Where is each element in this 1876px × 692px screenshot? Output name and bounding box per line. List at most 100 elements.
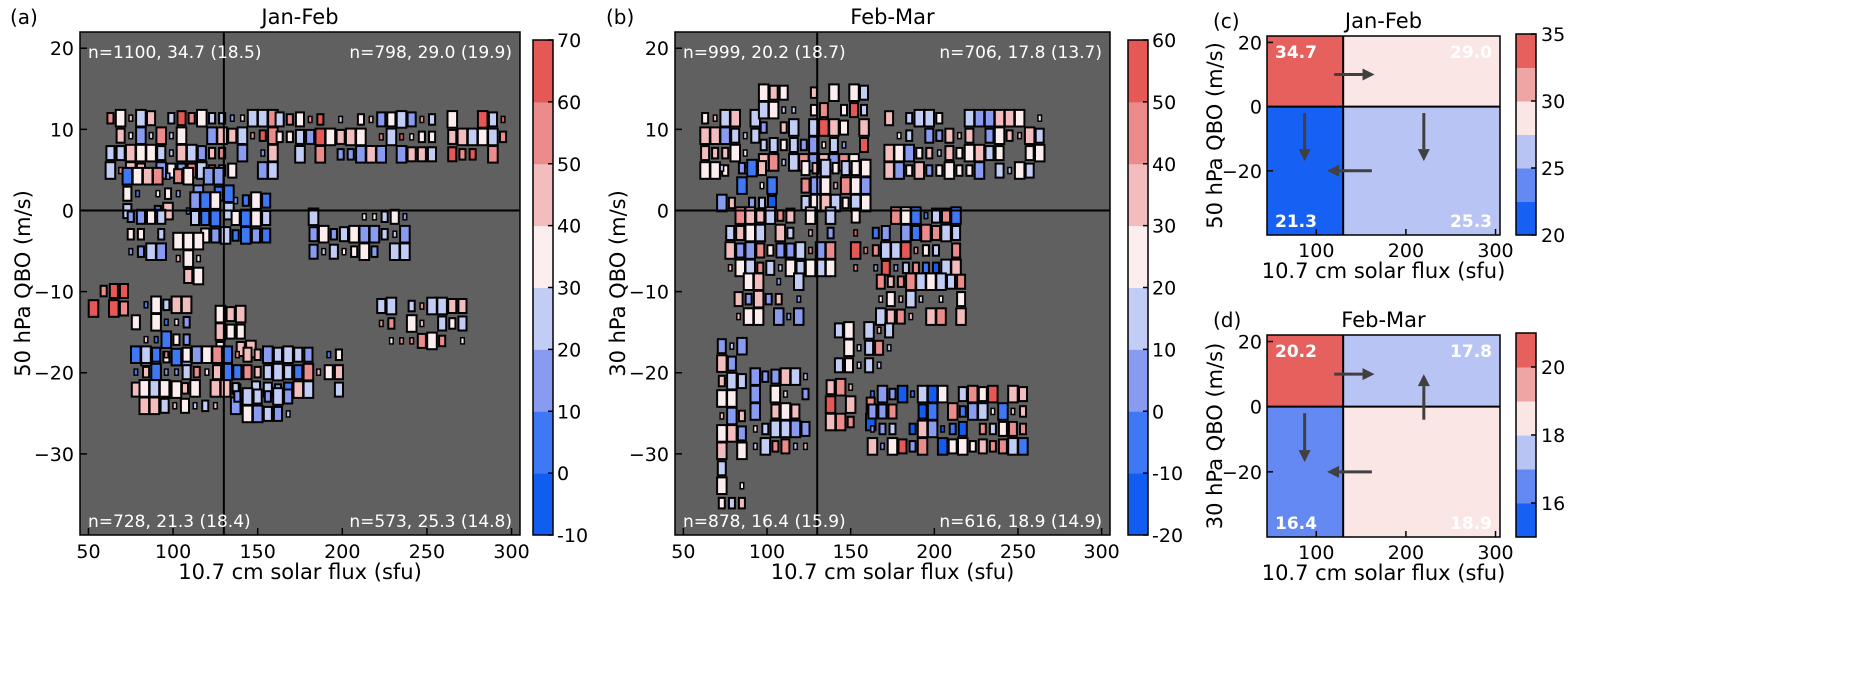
data-box [936, 149, 942, 157]
data-box [869, 390, 875, 398]
data-box [1007, 384, 1019, 404]
x-axis-label: 10.7 cm solar flux (sfu) [178, 560, 422, 584]
data-box [302, 362, 315, 382]
data-box [849, 176, 862, 195]
y-tick-label: 20 [645, 38, 669, 60]
colorbar-tick-label: -10 [1152, 463, 1183, 485]
colorbar-tick-label: 10 [1152, 339, 1176, 361]
data-box [399, 133, 405, 141]
data-box [196, 108, 208, 128]
data-box [419, 319, 425, 328]
data-box [794, 241, 807, 260]
data-box [893, 264, 899, 272]
data-box [948, 422, 957, 436]
data-box [895, 308, 906, 325]
annotation-bottom-left: n=878, 16.4 (15.9) [683, 512, 846, 532]
data-box [1024, 162, 1035, 179]
data-box [879, 442, 885, 451]
data-box [487, 127, 499, 147]
data-box [765, 259, 776, 276]
data-box [192, 401, 198, 410]
data-box [926, 402, 939, 421]
data-box [164, 187, 173, 200]
data-box [719, 412, 725, 420]
data-box [419, 115, 425, 124]
data-box [163, 368, 169, 376]
data-box [150, 313, 162, 332]
colorbar-tick-label: 60 [1152, 30, 1176, 52]
colorbar-tick-label: 30 [557, 278, 581, 300]
data-box [940, 223, 952, 243]
data-box [744, 241, 756, 260]
data-box [1023, 126, 1036, 146]
data-box [190, 210, 201, 226]
data-box [915, 272, 927, 291]
data-box [399, 337, 405, 345]
data-box [834, 412, 847, 432]
colorbar-segment [1128, 349, 1148, 412]
y-tick-label: 20 [50, 38, 74, 60]
data-box [880, 259, 891, 276]
data-box [864, 339, 875, 356]
data-box [749, 367, 761, 386]
data-box [182, 249, 195, 268]
colorbar-segment [1516, 34, 1536, 68]
data-box [378, 319, 384, 328]
colorbar-tick-label: 40 [557, 216, 581, 238]
data-box [973, 143, 986, 163]
data-box [742, 307, 755, 326]
data-boxes [699, 83, 1046, 510]
data-box [916, 384, 929, 404]
quadrant-value: 21.3 [1275, 212, 1317, 232]
data-box [828, 137, 839, 153]
data-box [458, 148, 467, 161]
data-box [841, 141, 847, 149]
data-box [769, 419, 782, 439]
data-box [476, 110, 489, 129]
data-box [955, 164, 964, 177]
y-tick-label: 0 [62, 200, 74, 222]
data-box [821, 141, 827, 149]
data-box [170, 295, 183, 315]
data-box [131, 166, 144, 186]
data-box [261, 192, 272, 209]
data-box [148, 131, 154, 140]
x-tick-label: 200 [1388, 542, 1424, 564]
colorbar-segment [1516, 201, 1536, 236]
data-box [250, 208, 262, 228]
data-box [943, 161, 956, 180]
data-box [773, 307, 785, 326]
y-tick-label: 0 [657, 200, 669, 222]
y-tick-label: 10 [645, 119, 669, 141]
data-box [988, 422, 997, 436]
panel-label: (a) [10, 5, 38, 29]
data-box [218, 146, 227, 160]
data-box [210, 227, 221, 244]
data-box [175, 254, 181, 263]
data-box [987, 384, 999, 404]
data-box [338, 115, 344, 124]
data-box [181, 364, 192, 381]
data-box [809, 103, 818, 117]
data-box [818, 102, 829, 119]
data-box [1007, 420, 1018, 437]
data-box [750, 127, 761, 144]
data-box [405, 314, 418, 333]
data-box [262, 345, 274, 364]
data-box [768, 84, 779, 101]
data-box [788, 137, 799, 153]
x-tick-label: 300 [493, 541, 529, 563]
data-box [241, 387, 254, 406]
data-box [385, 296, 398, 316]
data-box [246, 108, 259, 128]
data-box [148, 379, 161, 398]
data-box [356, 113, 365, 126]
data-box [988, 440, 997, 453]
data-box [447, 128, 458, 145]
data-box [884, 322, 895, 339]
data-box [1007, 166, 1013, 175]
data-box [990, 407, 996, 416]
data-box [292, 380, 305, 399]
data-box [755, 242, 766, 259]
data-box [777, 264, 783, 272]
